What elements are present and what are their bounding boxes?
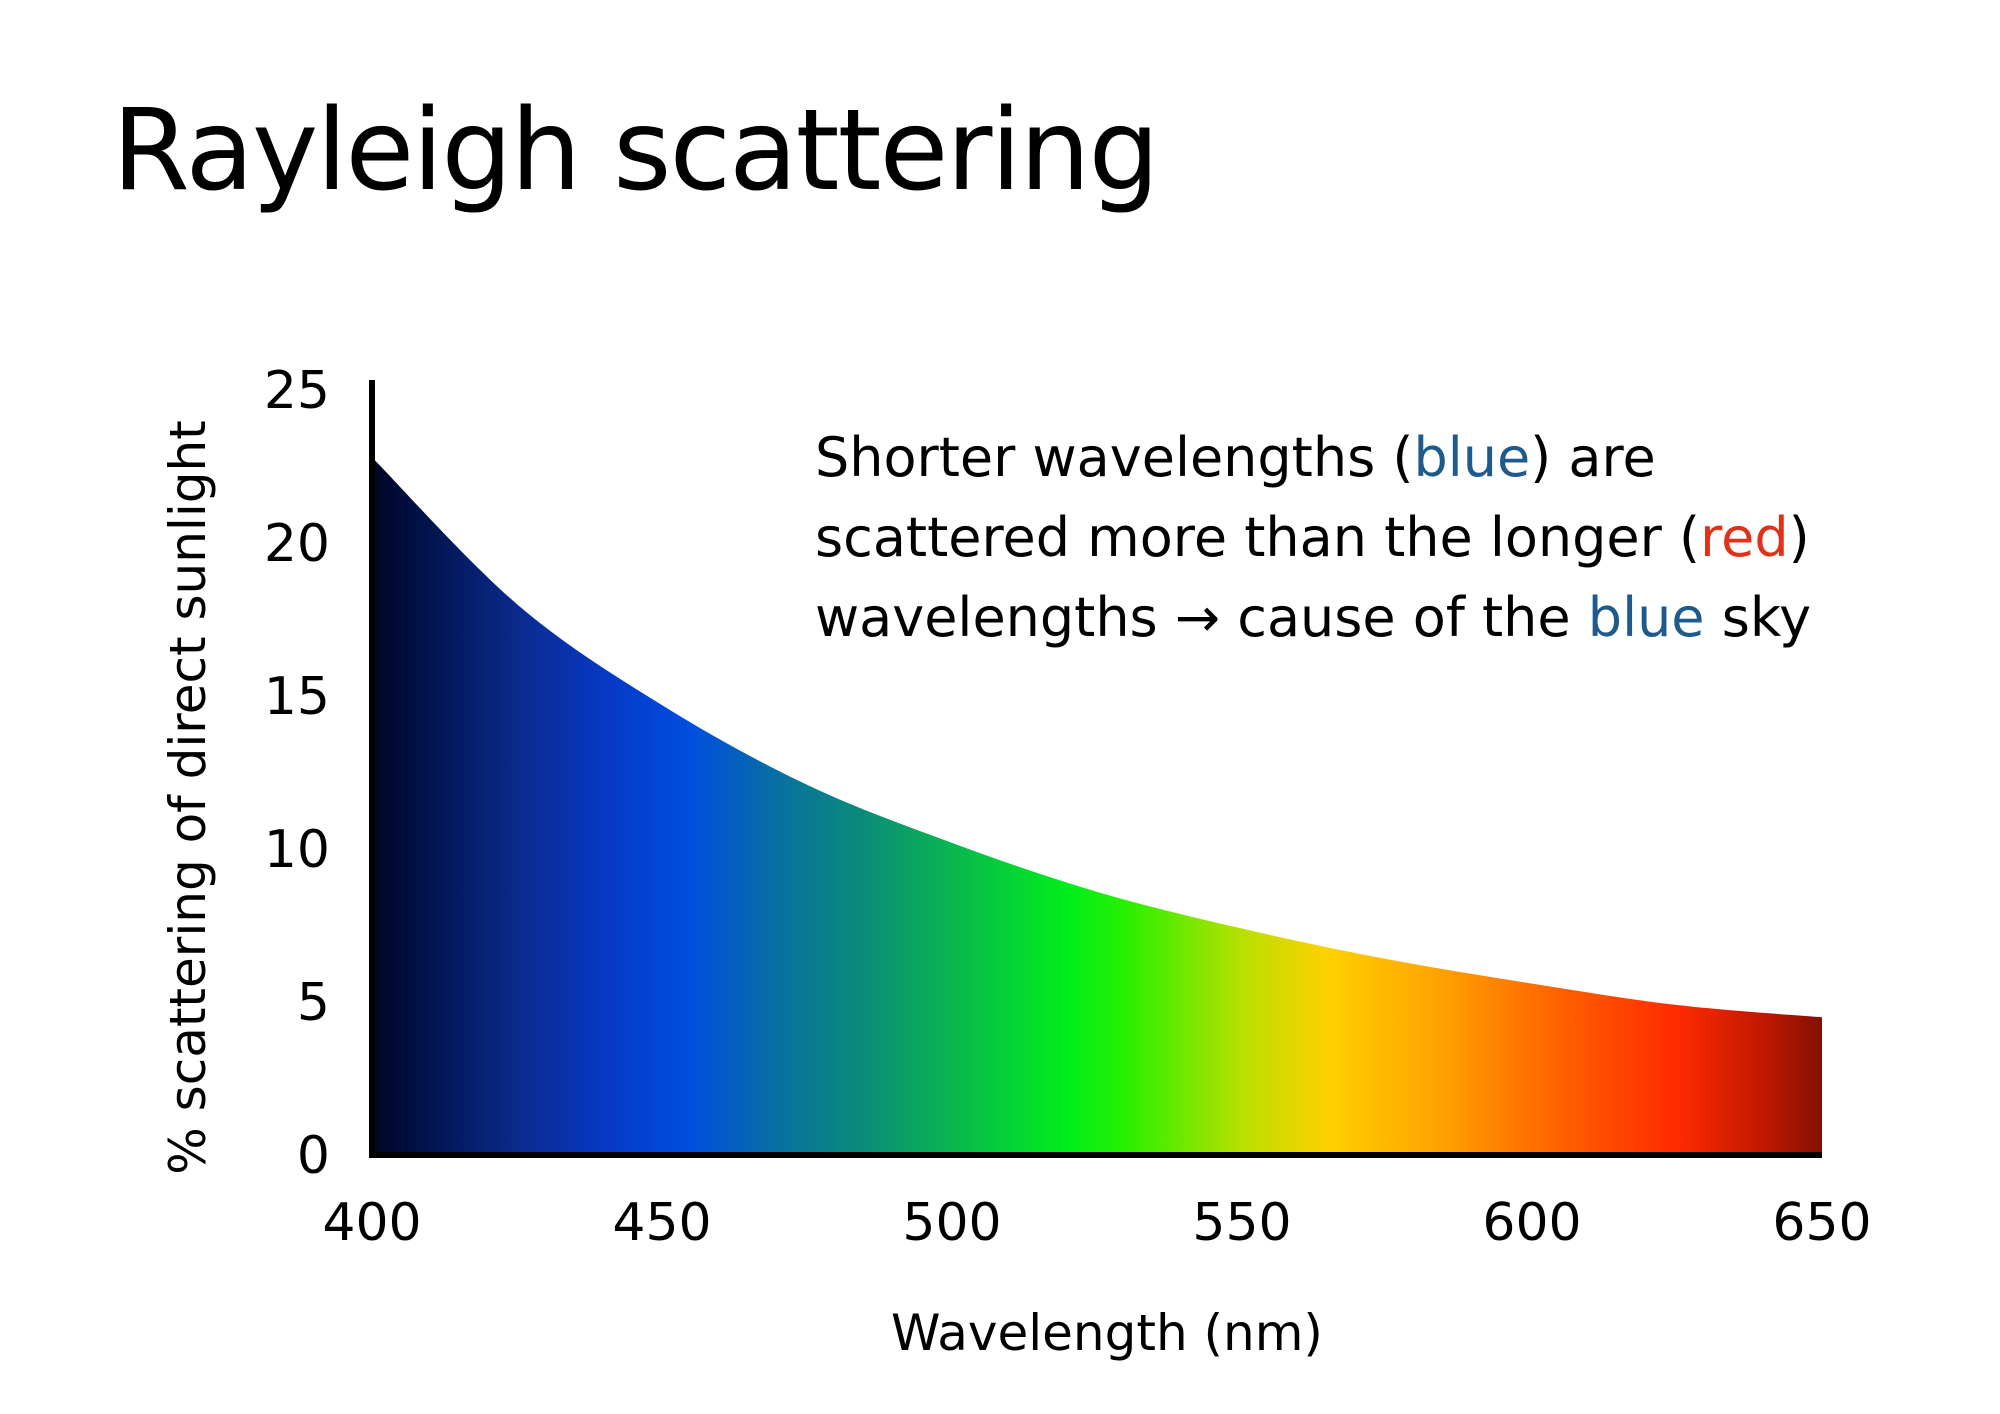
- page-title: Rayleigh scattering: [112, 86, 1160, 216]
- area-layer: [372, 457, 1822, 1155]
- y-tick-label: 25: [264, 361, 330, 421]
- x-tick-label: 600: [1482, 1193, 1581, 1253]
- x-tick-label: 400: [322, 1193, 421, 1253]
- annotation-highlight-blue: blue: [1413, 426, 1531, 489]
- y-tick-label: 0: [297, 1126, 330, 1186]
- x-tick-label: 550: [1192, 1193, 1291, 1253]
- annotation-text: sky: [1704, 586, 1812, 649]
- annotation-text: wavelengths → cause of the: [815, 586, 1588, 649]
- scattering-area: [372, 457, 1822, 1155]
- annotation-text: ) are: [1530, 426, 1656, 489]
- x-tick-label: 450: [612, 1193, 711, 1253]
- annotation-line-2: scattered more than the longer (red): [815, 498, 1811, 578]
- annotation-highlight-blue: blue: [1587, 586, 1705, 649]
- annotation-text: ): [1788, 506, 1810, 569]
- x-axis-title: Wavelength (nm): [891, 1304, 1323, 1362]
- x-tick-label: 650: [1772, 1193, 1871, 1253]
- annotation-line-3: wavelengths → cause of the blue sky: [815, 578, 1811, 658]
- y-tick-label: 10: [264, 820, 330, 880]
- annotation-highlight-red: red: [1700, 506, 1789, 569]
- x-tick-label: 500: [902, 1193, 1001, 1253]
- ticks-layer: 400 450 500 550 600 650 0 5 10 15 20 25: [264, 361, 1872, 1253]
- axes-layer: [369, 380, 1822, 1158]
- annotation-text: scattered more than the longer (: [815, 506, 1701, 569]
- annotation-text: Shorter wavelengths (: [815, 426, 1414, 489]
- annotation-line-1: Shorter wavelengths (blue) are: [815, 418, 1811, 498]
- y-axis-title: % scattering of direct sunlight: [159, 420, 217, 1175]
- y-tick-label: 5: [297, 973, 330, 1033]
- annotation: Shorter wavelengths (blue) are scattered…: [815, 418, 1811, 658]
- y-tick-label: 15: [264, 667, 330, 727]
- y-tick-label: 20: [264, 514, 330, 574]
